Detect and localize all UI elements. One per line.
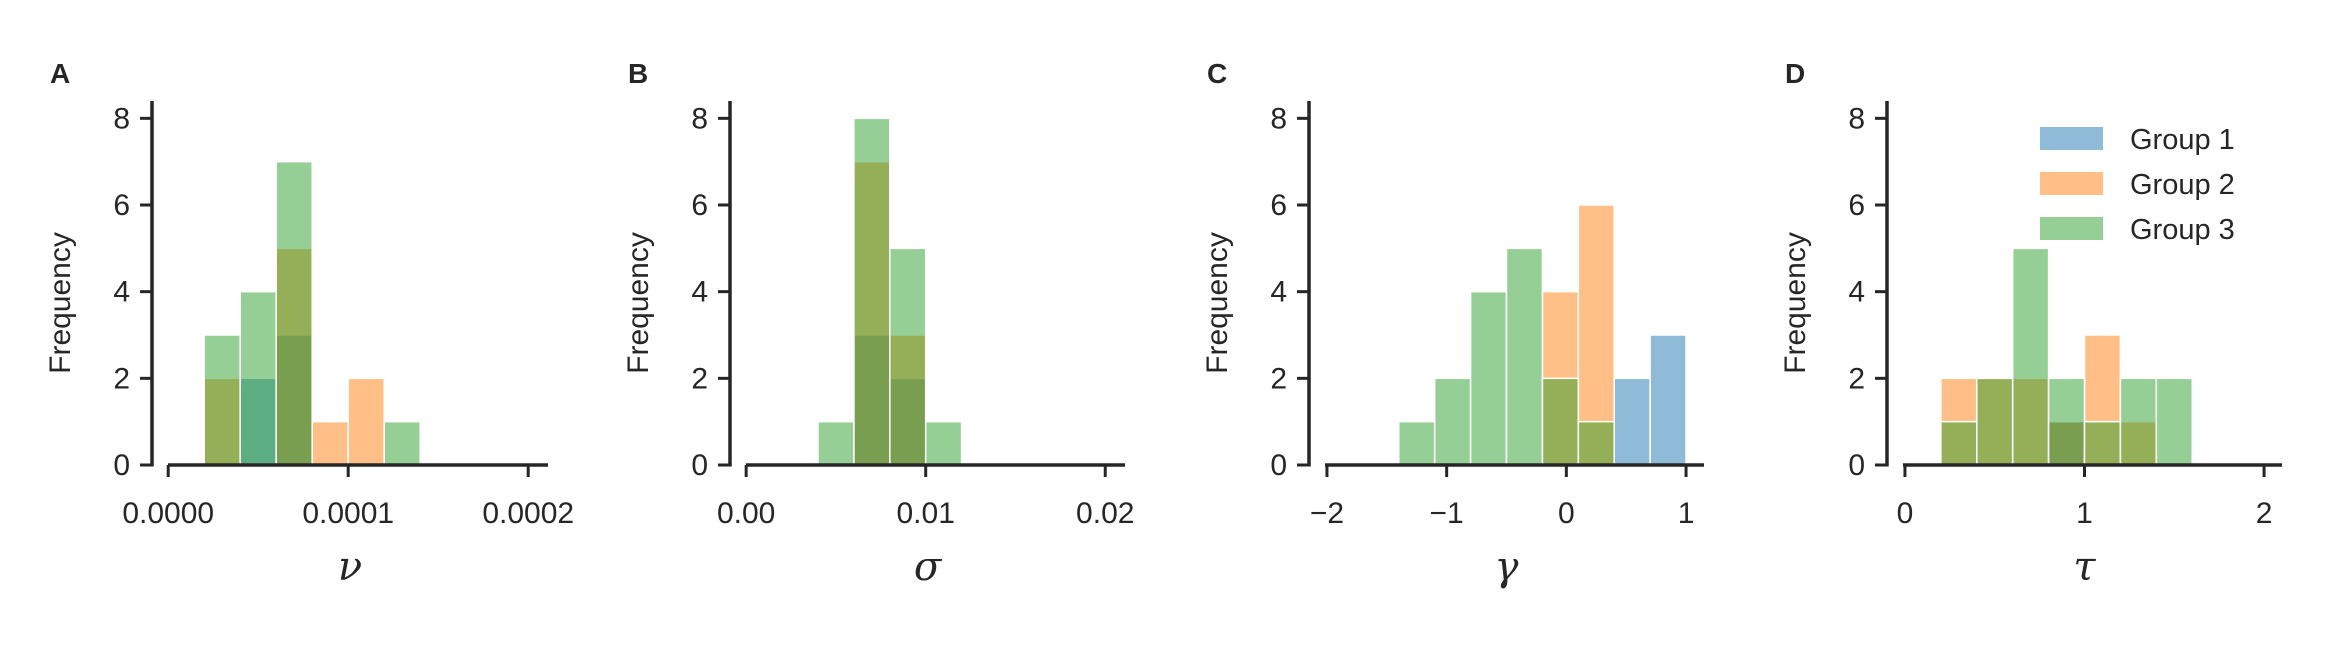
y-axis-label: Frequency [622,232,655,374]
bar-group-1-bin-7 [1649,334,1687,466]
bar-group-3-bin-4 [2083,420,2122,466]
legend-label: Group 1 [2130,124,2235,156]
x-tick-label: 1 [1678,497,1695,530]
y-tick-label: 0 [1270,449,1287,482]
bar-group-3-bin-3 [924,420,963,466]
bar-group-3-bin-3 [1505,247,1544,466]
x-tick-label: 0.01 [897,497,955,530]
bar-group-3-bin-2 [889,247,927,466]
bar-group-3-bin-5 [383,420,421,466]
panel-letter: D [1785,58,1805,89]
y-tick-label: 2 [1270,362,1287,395]
x-axis-label: σ [914,544,943,590]
x-axis-label: ν [338,544,362,590]
bar-group-3-bin-1 [853,117,891,466]
bar-group-3-bin-0 [817,420,855,466]
x-tick-label: 0 [1897,497,1914,530]
y-tick-label: 4 [1270,276,1287,309]
bar-group-3-bin-0 [203,334,241,466]
panel-letter: B [628,58,648,89]
x-tick-label: 0.00 [717,497,775,530]
y-tick-label: 2 [691,362,708,395]
x-tick-label: 0.0002 [482,497,574,530]
y-tick-label: 2 [113,362,130,395]
y-tick-label: 2 [1848,362,1865,395]
legend-swatch-group-3 [2040,217,2103,240]
x-tick-label: 1 [2076,497,2093,530]
y-tick-label: 4 [113,276,130,309]
y-tick-label: 6 [691,189,708,222]
bar-group-3-bin-0 [1398,420,1436,466]
panel-d: 0 2 4 6 8 0 1 2 D Frequency τ Group 1 Group 2 Group 3 [1779,58,2282,590]
bar-group-2-bin-3 [311,420,349,466]
y-tick-label: 8 [113,102,130,135]
legend-label: Group 2 [2130,169,2235,201]
y-tick-label: 8 [1270,102,1287,135]
bar-group-2-bin-4 [347,377,385,466]
bar-group-3-bin-1 [1976,377,2014,466]
y-axis-label: Frequency [1201,232,1234,374]
bar-group-1-bin-6 [1613,377,1651,466]
bar-group-3-bin-1 [1433,377,1472,466]
legend-swatch-group-2 [2040,172,2103,195]
x-tick-label: 0.0001 [302,497,394,530]
bar-group-3-bin-2 [1469,290,1508,466]
panel-letter: A [50,58,70,89]
panel-b: 0 2 4 6 8 0.00 0.01 0.02 B Frequency σ [622,58,1134,590]
x-tick-label: −1 [1430,497,1464,530]
y-tick-label: 6 [1270,189,1287,222]
bar-group-3-bin-3 [2047,377,2086,466]
y-axis-label: Frequency [44,232,77,374]
x-tick-label: 0.02 [1076,497,1134,530]
panel-letter: C [1207,58,1227,89]
y-tick-label: 6 [1848,189,1865,222]
legend: Group 1 Group 2 Group 3 [2040,124,2235,246]
x-tick-label: 0.0000 [122,497,214,530]
y-tick-label: 0 [691,449,708,482]
y-tick-label: 6 [113,189,130,222]
bar-group-3-bin-2 [275,160,313,466]
x-axis-label: γ [1495,544,1519,590]
x-tick-label: 2 [2256,497,2273,530]
bar-group-3-bin-0 [1940,420,1978,466]
panel-c: 0 2 4 6 8 −2 −1 0 1 C Frequency γ [1201,58,1704,590]
bar-group-3-bin-1 [239,290,277,466]
legend-label: Group 3 [2130,214,2235,246]
y-axis-label: Frequency [1779,232,1812,374]
bar-group-3-bin-2 [2011,247,2050,466]
x-tick-label: −2 [1310,497,1344,530]
bar-group-3-bin-6 [2155,377,2193,466]
bar-group-3-bin-4 [1541,377,1580,466]
x-tick-label: 0 [1558,497,1575,530]
bar-group-3-bin-5 [1577,420,1615,466]
y-tick-label: 0 [113,449,130,482]
y-tick-label: 4 [1848,276,1865,309]
y-tick-label: 4 [691,276,708,309]
bar-group-3-bin-5 [2119,377,2158,466]
panel-a: 0 2 4 6 8 0.0000 0.0001 0.0002 A Frequency ν [44,58,574,590]
legend-swatch-group-1 [2040,127,2103,150]
y-tick-label: 8 [1848,102,1865,135]
y-tick-label: 8 [691,102,708,135]
y-tick-label: 0 [1848,449,1865,482]
x-axis-label: τ [2073,544,2096,590]
